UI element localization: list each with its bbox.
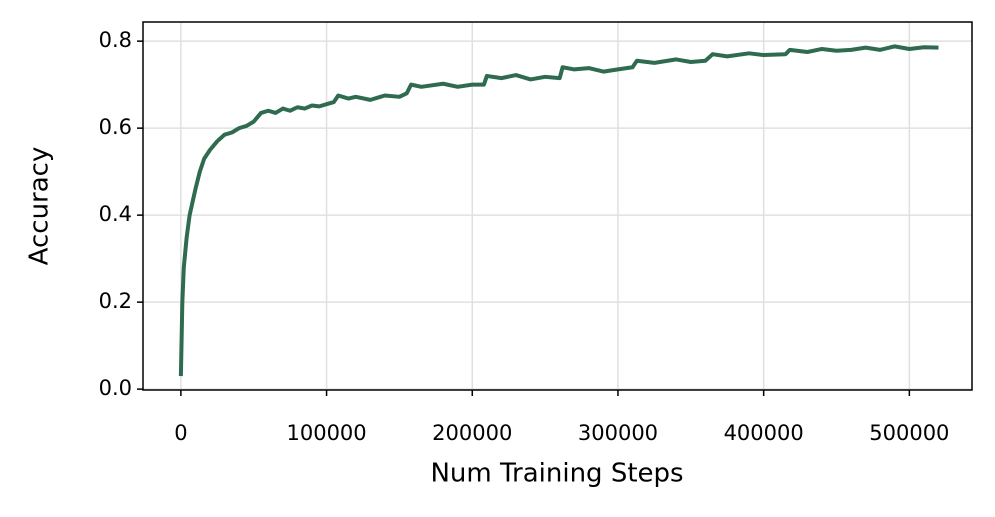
x-tick-label: 500000 (869, 421, 949, 445)
data-line (178, 44, 939, 377)
y-tick-label: 0.8 (99, 28, 132, 52)
y-tick-label: 0.4 (99, 202, 132, 226)
y-axis-label: Accuracy (25, 147, 55, 266)
plot-frame (142, 21, 973, 391)
y-tick-label: 0.6 (99, 115, 132, 139)
y-tick-label: 0.2 (99, 289, 132, 313)
x-tick-label: 200000 (432, 421, 512, 445)
x-tick-label: 100000 (286, 421, 366, 445)
x-tick-label: 400000 (724, 421, 804, 445)
x-tick-label: 0 (174, 421, 187, 445)
y-tick-label: 0.0 (99, 376, 132, 400)
x-axis-label: Num Training Steps (430, 459, 683, 489)
x-tick-label: 300000 (578, 421, 658, 445)
